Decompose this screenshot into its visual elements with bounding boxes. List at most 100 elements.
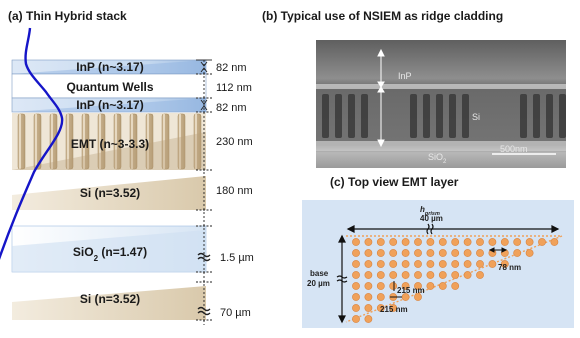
- emt-pillar-highlight: [67, 114, 69, 169]
- emt-hole: [364, 271, 373, 279]
- emt-hole: [550, 238, 559, 246]
- emt-hole: [401, 249, 410, 257]
- sem-label-inp: InP: [398, 71, 412, 81]
- emt-hole: [451, 260, 460, 268]
- sem-pore: [462, 94, 469, 138]
- emt-hole: [376, 238, 385, 246]
- emt-pillar-highlight: [147, 114, 149, 169]
- emt-hole: [426, 238, 435, 246]
- dim-si-substrate: 70 µm: [220, 307, 251, 319]
- prism-value: 40 µm: [420, 214, 443, 223]
- emt-hole: [364, 315, 373, 323]
- label-emt: EMT (n~3-3.3): [71, 137, 149, 151]
- panel-b-title: (b) Typical use of NSIEM as ridge claddi…: [262, 9, 503, 23]
- emt-hole: [376, 271, 385, 279]
- emt-hole: [488, 260, 497, 268]
- base-value: 20 µm: [307, 279, 330, 288]
- emt-pillar-highlight: [35, 114, 37, 169]
- emt-pillar-highlight: [163, 114, 165, 169]
- emt-hole: [401, 271, 410, 279]
- emt-hole: [500, 260, 509, 268]
- emt-hole: [352, 293, 360, 301]
- label-si-device: Si (n=3.52): [80, 186, 140, 200]
- sem-pore: [436, 94, 443, 138]
- emt-pillar-highlight: [83, 114, 85, 169]
- label-quantum-wells: Quantum Wells: [66, 80, 153, 94]
- dim-emt: 230 nm: [216, 136, 253, 148]
- prism-outline: [345, 235, 563, 323]
- emt-hole: [401, 282, 410, 290]
- emt-hole: [463, 238, 472, 246]
- sem-pore: [449, 94, 456, 138]
- base-arrow: [336, 234, 348, 324]
- pitch-x-label: 215 nm: [380, 305, 408, 314]
- emt-hole: [438, 271, 447, 279]
- emt-hole: [414, 282, 422, 290]
- emt-pillar-highlight: [179, 114, 181, 169]
- sem-pore: [546, 94, 553, 138]
- panel-c-background: [302, 200, 574, 328]
- emt-hole: [376, 249, 385, 257]
- emt-hole: [476, 260, 484, 268]
- pitch-y-label: 215 nm: [397, 286, 425, 295]
- emt-hole: [389, 249, 398, 257]
- emt-hole: [376, 304, 385, 312]
- emt-hole-array: [352, 238, 559, 323]
- emt-hole: [525, 238, 534, 246]
- sem-pore: [322, 94, 329, 138]
- emt-hole: [538, 238, 546, 246]
- emt-pillar-highlight: [115, 114, 117, 169]
- emt-pillar-highlight: [51, 114, 53, 169]
- base-label: base: [310, 269, 329, 278]
- label-inp-top: InP (n~3.17): [76, 60, 143, 74]
- emt-pillar-highlight: [19, 114, 21, 169]
- emt-hole: [364, 282, 373, 290]
- emt-hole: [463, 249, 472, 257]
- emt-hole: [451, 271, 460, 279]
- layer-quantum-wells: [11, 73, 207, 99]
- emt-hole: [352, 304, 360, 312]
- emt-hole: [426, 249, 435, 257]
- hole-size-label: 78 nm: [498, 263, 521, 272]
- emt-hole: [525, 249, 534, 257]
- emt-hole: [451, 282, 460, 290]
- label-inp-bottom: InP (n~3.17): [76, 98, 143, 112]
- emt-hole: [389, 238, 398, 246]
- sem-pore: [348, 94, 355, 138]
- emt-pillar-highlight: [99, 114, 101, 169]
- pitch-arrows: [390, 281, 402, 298]
- sem-pore: [533, 94, 540, 138]
- emt-hole: [401, 260, 410, 268]
- emt-hole: [414, 260, 422, 268]
- dim-inp-top: 82 nm: [216, 62, 247, 74]
- dim-si-device: 180 nm: [216, 185, 253, 197]
- emt-hole: [352, 271, 360, 279]
- emt-hole: [414, 238, 422, 246]
- axis-break-marks: [197, 252, 211, 316]
- emt-hole: [352, 282, 360, 290]
- sem-pore: [335, 94, 342, 138]
- emt-hole: [488, 238, 497, 246]
- sem-scale-label: 500nm: [500, 144, 528, 154]
- emt-hole: [389, 260, 398, 268]
- emt-hole: [476, 238, 484, 246]
- emt-hole: [451, 238, 460, 246]
- dim-sio2: 1.5 µm: [220, 252, 254, 264]
- emt-hole: [389, 304, 398, 312]
- sem-pore: [410, 94, 417, 138]
- prism-height-arrow: [346, 223, 560, 235]
- sem-label-sio2: SiO2: [428, 152, 447, 165]
- emt-hole: [438, 260, 447, 268]
- sem-image: [316, 40, 566, 168]
- emt-hole: [463, 260, 472, 268]
- emt-pillar-highlight: [195, 114, 197, 169]
- emt-hole: [414, 249, 422, 257]
- label-si-substrate: Si (n=3.52): [80, 292, 140, 306]
- emt-hole: [414, 293, 422, 301]
- emt-pillar-highlight: [131, 114, 133, 169]
- sem-pore: [361, 94, 368, 138]
- sem-label-si: Si: [472, 112, 480, 122]
- emt-hole: [438, 249, 447, 257]
- emt-hole: [352, 315, 360, 323]
